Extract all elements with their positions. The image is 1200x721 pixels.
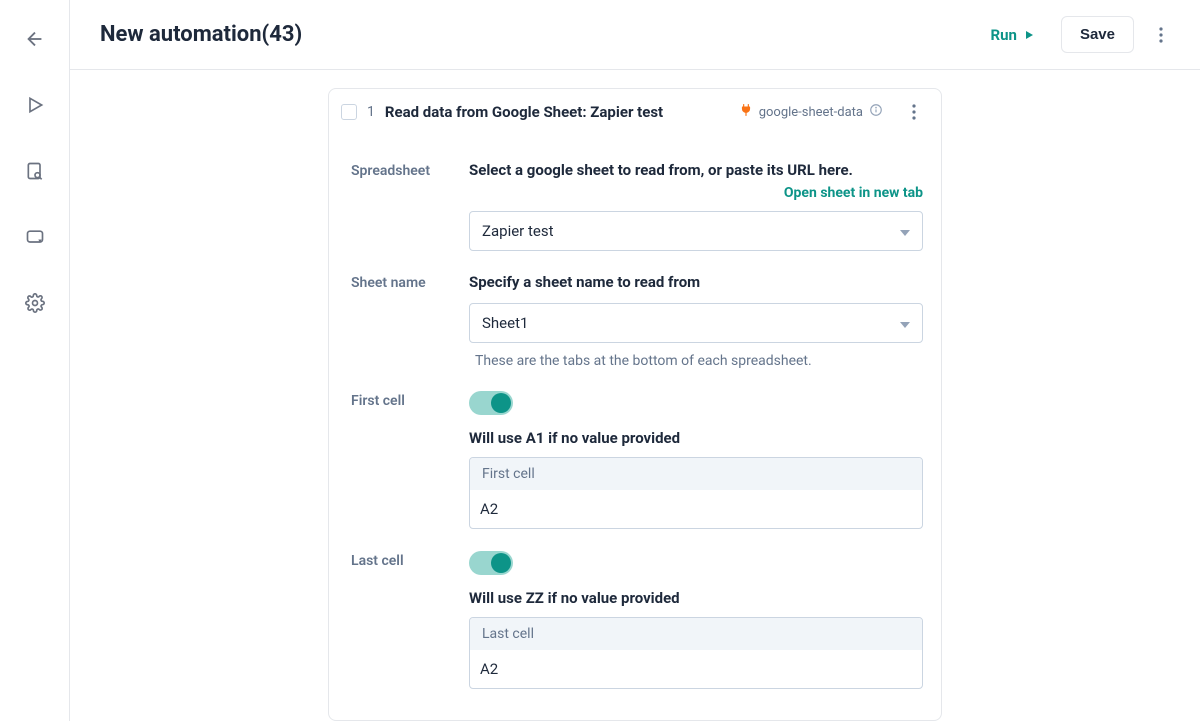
first-cell-description: Will use A1 if no value provided: [469, 429, 923, 447]
first-cell-input[interactable]: First cell A2: [469, 457, 923, 529]
step-more-icon[interactable]: [905, 103, 923, 121]
field-label-last-cell: Last cell: [351, 551, 469, 689]
play-fill-icon: [1023, 29, 1035, 41]
spreadsheet-description: Select a google sheet to read from, or p…: [469, 161, 923, 179]
sheet-name-select[interactable]: Sheet1: [469, 303, 923, 343]
field-spreadsheet: Spreadsheet Select a google sheet to rea…: [351, 139, 923, 251]
step-header: 1 Read data from Google Sheet: Zapier te…: [329, 89, 941, 135]
step-body: Spreadsheet Select a google sheet to rea…: [329, 135, 941, 707]
spreadsheet-select[interactable]: Zapier test: [469, 211, 923, 251]
main-area: New automation(43) Run Save 1 Read data …: [70, 0, 1200, 721]
field-sheet-name: Sheet name Specify a sheet name to read …: [351, 251, 923, 369]
plug-icon: [739, 103, 753, 121]
last-cell-toggle[interactable]: [469, 551, 513, 575]
field-first-cell: First cell Will use A1 if no value provi…: [351, 369, 923, 529]
step-card: 1 Read data from Google Sheet: Zapier te…: [328, 88, 942, 721]
step-badge-label: google-sheet-data: [759, 105, 863, 120]
last-cell-input[interactable]: Last cell A2: [469, 617, 923, 689]
device-warning-icon[interactable]: [24, 226, 46, 248]
field-label-first-cell: First cell: [351, 391, 469, 529]
topbar: New automation(43) Run Save: [70, 0, 1200, 70]
gear-icon[interactable]: [24, 292, 46, 314]
field-last-cell: Last cell Will use ZZ if no value provid…: [351, 529, 923, 689]
document-search-icon[interactable]: [24, 160, 46, 182]
step-number: 1: [367, 104, 375, 120]
back-icon[interactable]: [24, 28, 46, 50]
first-cell-toggle[interactable]: [469, 391, 513, 415]
spreadsheet-select-value: Zapier test: [482, 222, 553, 240]
field-label-spreadsheet: Spreadsheet: [351, 161, 469, 251]
info-icon[interactable]: [869, 103, 883, 121]
first-cell-input-label: First cell: [470, 458, 922, 490]
save-button[interactable]: Save: [1061, 16, 1134, 53]
first-cell-input-value: A2: [470, 490, 922, 528]
more-menu-icon[interactable]: [1152, 26, 1170, 44]
field-label-sheet-name: Sheet name: [351, 273, 469, 369]
chevron-down-icon: [900, 222, 910, 240]
last-cell-input-value: A2: [470, 650, 922, 688]
content-area: 1 Read data from Google Sheet: Zapier te…: [70, 70, 1200, 721]
last-cell-input-label: Last cell: [470, 618, 922, 650]
chevron-down-icon: [900, 314, 910, 332]
open-sheet-link[interactable]: Open sheet in new tab: [469, 185, 923, 201]
run-button-label: Run: [991, 26, 1017, 44]
sheet-name-helper: These are the tabs at the bottom of each…: [469, 353, 923, 369]
run-button[interactable]: Run: [981, 18, 1045, 52]
page-title: New automation(43): [100, 22, 302, 47]
play-icon[interactable]: [24, 94, 46, 116]
left-sidebar: [0, 0, 70, 721]
sheet-name-description: Specify a sheet name to read from: [469, 273, 923, 291]
step-title: Read data from Google Sheet: Zapier test: [385, 103, 663, 121]
app-root: New automation(43) Run Save 1 Read data …: [0, 0, 1200, 721]
sheet-name-select-value: Sheet1: [482, 314, 528, 332]
step-checkbox[interactable]: [341, 104, 357, 120]
last-cell-description: Will use ZZ if no value provided: [469, 589, 923, 607]
step-badge: google-sheet-data: [739, 103, 883, 121]
